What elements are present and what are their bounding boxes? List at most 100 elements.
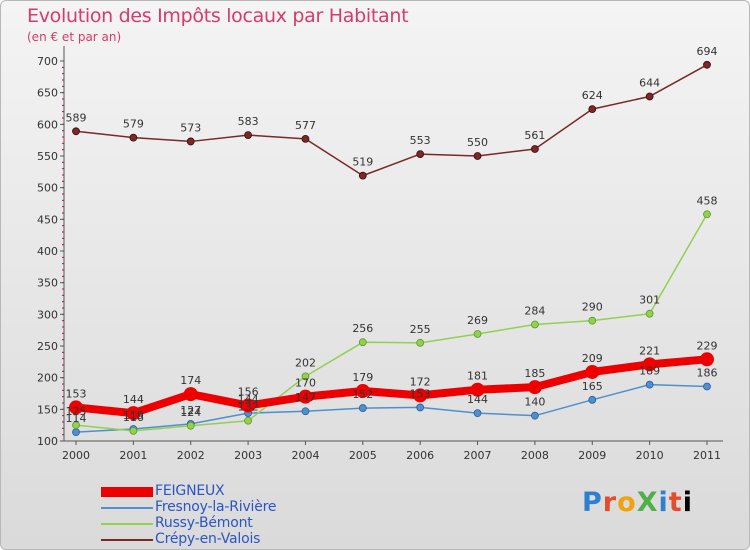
data-point [186, 421, 195, 430]
chart-subtitle: (en € et par an) [27, 30, 122, 44]
data-label: 165 [582, 380, 603, 393]
data-label: 290 [582, 301, 603, 314]
data-label: 573 [180, 121, 201, 134]
data-point [588, 395, 597, 404]
data-point [470, 382, 485, 397]
series-line-crepy-en-valois [75, 64, 708, 177]
data-label: 144 [238, 393, 259, 406]
data-point [703, 382, 711, 391]
data-point [531, 320, 539, 329]
y-tick-label: 300 [37, 308, 58, 321]
data-point [301, 134, 310, 143]
data-point [126, 406, 141, 421]
data-label: 132 [238, 401, 259, 414]
x-tick-label: 2005 [349, 449, 377, 462]
data-point [531, 145, 539, 153]
series-line-feigneux [72, 355, 711, 418]
data-label: 550 [467, 136, 488, 149]
x-tick-label: 2001 [119, 449, 147, 462]
y-tick-label: 700 [37, 55, 58, 68]
data-point [527, 380, 542, 395]
data-label: 256 [352, 322, 373, 335]
data-label: 127 [180, 404, 201, 417]
data-label: 284 [524, 304, 545, 317]
data-point [69, 400, 83, 415]
data-point [473, 152, 482, 160]
legend-label-feigneux: FEIGNEUX [155, 483, 225, 499]
chart-legend: FEIGNEUX Fresnoy-la-Rivière Russy-Bémont… [101, 483, 421, 548]
data-point [72, 421, 80, 430]
data-point [413, 388, 428, 403]
data-point [129, 133, 138, 142]
data-label: 301 [639, 294, 660, 307]
x-tick-label: 2010 [636, 449, 664, 462]
x-tick-label: 2006 [406, 449, 434, 462]
data-point [703, 60, 711, 69]
data-label: 561 [524, 129, 545, 142]
data-point [72, 428, 80, 437]
data-point [531, 411, 539, 420]
x-tick-label: 2003 [234, 449, 262, 462]
data-point [416, 403, 425, 412]
data-label: 579 [123, 118, 144, 131]
data-label: 144 [467, 393, 488, 406]
data-point [301, 372, 310, 381]
data-label: 229 [697, 339, 718, 352]
data-point [358, 338, 367, 347]
data-label: 583 [238, 115, 259, 128]
data-point [72, 127, 80, 136]
x-tick-label: 2011 [693, 449, 721, 462]
legend-swatch-russy [101, 523, 153, 525]
data-point [358, 404, 367, 412]
data-point [642, 357, 657, 372]
data-point [473, 409, 482, 418]
legend-item-russy: Russy-Bémont [101, 515, 421, 532]
data-label: 577 [295, 119, 316, 132]
data-label: 125 [66, 405, 87, 418]
data-label: 519 [352, 156, 373, 169]
x-tick-label: 2002 [177, 449, 205, 462]
y-tick-label: 600 [37, 118, 58, 131]
data-point [588, 105, 597, 114]
data-label: 152 [352, 388, 373, 401]
x-tick-label: 2000 [62, 449, 90, 462]
legend-label-russy: Russy-Bémont [155, 515, 253, 531]
y-tick-label: 200 [37, 372, 58, 385]
data-point [700, 352, 714, 367]
legend-item-feigneux: FEIGNEUX [101, 483, 421, 500]
data-label: 170 [295, 377, 316, 390]
x-tick-label: 2009 [578, 449, 606, 462]
x-tick-label: 2008 [521, 449, 549, 462]
legend-item-fresnoy: Fresnoy-la-Rivière [101, 499, 421, 516]
data-point [416, 150, 425, 159]
data-label: 124 [180, 406, 201, 419]
data-label: 181 [467, 370, 488, 383]
y-tick-label: 650 [37, 87, 58, 100]
y-tick-label: 550 [37, 150, 58, 163]
data-point [244, 131, 252, 140]
data-label: 553 [410, 134, 431, 147]
data-point [241, 398, 256, 413]
proxiti-logo: ProXiti [582, 487, 693, 518]
x-tick-label: 2004 [291, 449, 319, 462]
data-label: 185 [524, 367, 545, 380]
y-tick-label: 450 [37, 213, 58, 226]
data-label: 221 [639, 344, 660, 357]
legend-swatch-feigneux [101, 487, 153, 497]
series-line-fresnoy-la-riviere [75, 383, 708, 433]
chart-title: Evolution des Impôts locaux par Habitant [27, 5, 409, 27]
data-label: 624 [582, 89, 603, 102]
data-label: 114 [66, 412, 87, 425]
data-point [358, 171, 367, 180]
data-point [129, 426, 138, 435]
data-label: 589 [66, 111, 87, 124]
y-tick-label: 400 [37, 245, 58, 258]
data-label: 119 [123, 409, 144, 422]
legend-label-crepy: Crépy-en-Valois [155, 531, 261, 547]
data-label: 179 [352, 371, 373, 384]
data-label: 189 [639, 365, 660, 378]
y-tick-label: 500 [37, 182, 58, 195]
data-point [298, 389, 313, 404]
data-label: 144 [123, 393, 144, 406]
